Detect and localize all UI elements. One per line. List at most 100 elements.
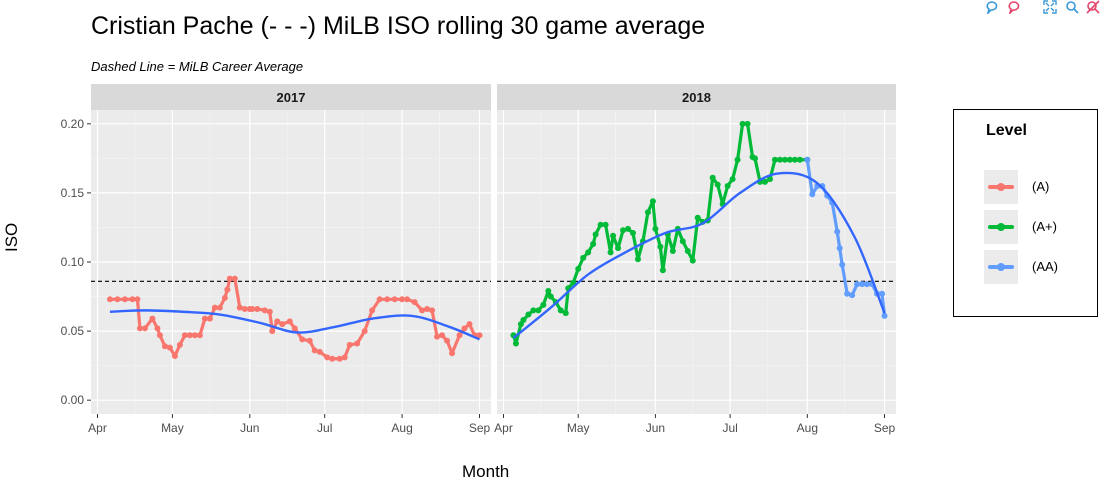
data-point [849,292,856,299]
data-point [231,275,238,282]
data-point [545,288,552,295]
data-point [575,265,582,272]
x-tick-label: Jul [317,421,332,435]
data-point [391,296,398,303]
x-tick-label: Apr [494,421,513,435]
data-point [535,307,542,314]
autoscale-icon[interactable] [1043,0,1057,14]
data-point [854,281,861,288]
y-tick-label: 0.00 [61,393,85,407]
hover-compare-icon[interactable] [1007,0,1021,14]
data-point [316,348,323,355]
legend-dot [997,263,1005,271]
data-point [709,174,716,181]
data-point [241,305,248,312]
data-point [106,296,113,303]
x-tick-label: Apr [88,421,107,435]
data-point [399,296,406,303]
data-point [299,336,306,343]
data-point [171,352,178,359]
data-point [679,238,686,245]
data-point [809,191,816,198]
data-point [384,296,391,303]
data-point [226,275,233,282]
legend-item-a [984,282,1084,316]
data-point [191,332,198,339]
data-point [121,296,128,303]
legend-label-aa: (AA) [1032,259,1058,274]
data-point [206,315,213,322]
data-point [744,120,751,127]
data-point [602,221,609,228]
data-point [224,286,231,293]
data-point [429,307,436,314]
zoom-icon[interactable] [1065,0,1079,14]
data-point [286,318,293,325]
data-point [839,261,846,268]
data-point [625,225,632,232]
data-point [236,304,243,311]
data-point [136,325,143,332]
data-point [369,307,376,314]
legend-dot [997,183,1005,191]
data-point [657,243,664,250]
data-point [176,341,183,348]
data-point [201,315,208,322]
x-tick-label: Aug [391,421,412,435]
facet-label: 2018 [682,90,711,105]
data-point [525,311,532,318]
data-point [607,249,614,256]
data-point [761,178,768,185]
data-point [186,332,193,339]
data-point [404,296,411,303]
data-point [766,176,773,183]
y-tick-label: 0.10 [61,255,85,269]
data-point [266,308,273,315]
data-point [590,241,597,248]
data-point [512,340,519,347]
data-point [329,355,336,362]
data-point [796,156,803,163]
data-point [249,305,256,312]
legend-item-1: (A+) [984,210,1084,244]
data-point [776,156,783,163]
data-point [781,156,788,163]
data-point [771,156,778,163]
data-point [216,304,223,311]
data-point [419,307,426,314]
x-tick-label: Jul [722,421,737,435]
data-point [221,294,228,301]
legend-key-aa [984,250,1018,284]
data-point [466,321,473,328]
data-point [791,156,798,163]
facet-strip [91,84,491,110]
data-point [786,156,793,163]
x-tick-label: Jun [240,421,259,435]
data-point [729,176,736,183]
data-point [166,344,173,351]
data-point [610,232,617,239]
chart-title: Cristian Pache (- - -) MiLB ISO rolling … [91,12,706,40]
legend-dot [997,223,1005,231]
data-point [181,332,188,339]
data-point [615,245,622,252]
data-point [530,307,537,314]
data-point [149,315,156,322]
data-point [346,341,353,348]
data-point [669,247,676,254]
data-point [684,247,691,254]
data-point [324,354,331,361]
legend-key-a [984,170,1018,204]
data-point [714,181,721,188]
hover-closest-icon[interactable] [985,0,999,14]
data-point [649,198,656,205]
data-point [734,156,741,163]
data-point [154,325,161,332]
data-point [689,257,696,264]
data-point [196,332,203,339]
data-point [739,120,746,127]
data-point [461,325,468,332]
reset-zoom-icon[interactable] [1086,0,1100,14]
legend-label-a: (A) [1032,179,1050,194]
